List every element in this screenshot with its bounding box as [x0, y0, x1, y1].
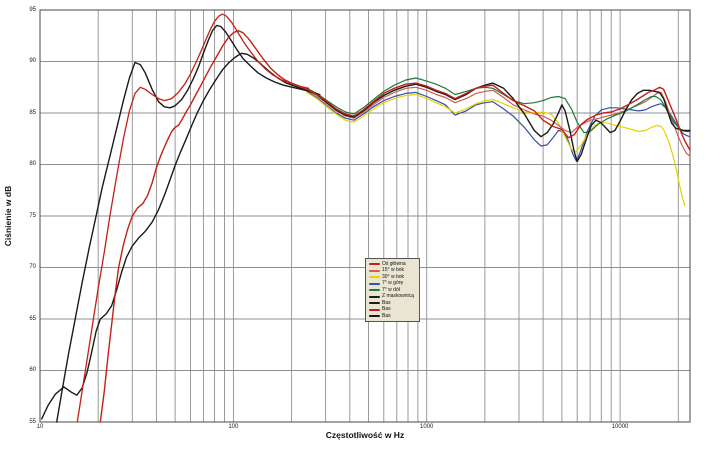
legend-label: Bas: [382, 299, 391, 306]
legend-label: 7° w dół: [382, 286, 400, 293]
legend-label: Bas: [382, 312, 391, 319]
legend-item: Bas: [369, 307, 418, 314]
legend-swatch: [369, 263, 380, 266]
legend-label: Oś główna: [382, 260, 406, 267]
legend-label: 30° w bok: [382, 273, 405, 280]
y-tick-label: 90: [29, 58, 36, 64]
legend-item: Oś główna: [369, 261, 418, 268]
x-axis-title: Częstotliwość w Hz: [325, 430, 405, 440]
series-line-2: [306, 91, 686, 207]
legend-item: Z maskownicą: [369, 294, 418, 301]
series-line-3: [306, 90, 691, 162]
x-tick-label: 10: [36, 424, 44, 430]
series-line-8: [41, 52, 321, 420]
series-line-6: [56, 24, 311, 423]
legend-item: Bas: [369, 300, 418, 307]
y-axis-title: Ciśnienie w dB: [3, 185, 13, 247]
x-tick-label: 10000: [611, 424, 629, 430]
series-line-0: [99, 29, 691, 423]
legend-label: Bas: [382, 306, 391, 313]
x-tick-label: 1000: [420, 424, 434, 430]
legend-swatch: [369, 302, 380, 305]
y-tick-label: 65: [29, 315, 36, 322]
series-line-7: [76, 13, 310, 423]
y-tick-label: 85: [29, 109, 36, 116]
legend-item: 7° w dół: [369, 287, 418, 294]
legend-swatch: [369, 315, 380, 318]
x-tick-label: 100: [228, 424, 239, 430]
legend-label: 15° w bok: [382, 267, 405, 274]
legend: Oś główna 15° w bok 30° w bok 7° w górę 7° w…: [365, 258, 420, 322]
y-tick-label: 75: [29, 212, 36, 219]
legend-item: 30° w bok: [369, 274, 418, 281]
legend-swatch: [369, 308, 380, 311]
legend-swatch: [369, 282, 380, 285]
legend-item: 15° w bok: [369, 268, 418, 275]
series-line-5: [306, 82, 691, 163]
y-tick-label: 55: [29, 418, 36, 425]
series-line-1: [306, 86, 691, 157]
legend-item: Bas: [369, 313, 418, 320]
series-line-4: [306, 77, 691, 134]
legend-label: Z maskownicą: [382, 293, 414, 300]
legend-swatch: [369, 276, 380, 279]
legend-swatch: [369, 269, 380, 272]
y-tick-label: 80: [29, 161, 36, 167]
y-tick-label: 70: [29, 264, 36, 270]
legend-label: 7° w górę: [382, 280, 404, 287]
legend-item: 7° w górę: [369, 281, 418, 288]
plot-frame: [39, 9, 691, 423]
y-tick-label: 60: [29, 367, 36, 373]
y-tick-label: 95: [29, 6, 36, 13]
gridlines: [39, 9, 690, 423]
legend-swatch: [369, 295, 380, 298]
legend-swatch: [369, 289, 380, 292]
